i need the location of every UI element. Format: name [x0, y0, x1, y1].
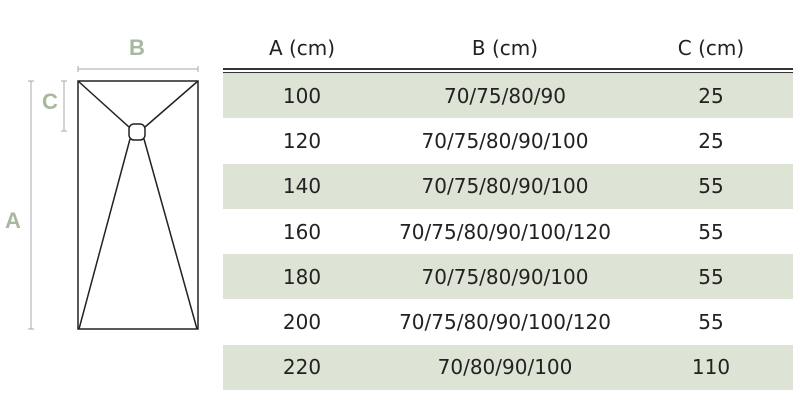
- table-row: 220 70/80/90/100 110: [223, 344, 793, 391]
- label-c: C: [42, 89, 58, 114]
- header-rule: [223, 68, 793, 70]
- cell-c: 25: [698, 128, 724, 153]
- cell-b: 70/75/80/90/100: [421, 264, 589, 289]
- label-a: A: [5, 208, 21, 233]
- header-b: B (cm): [471, 36, 539, 60]
- table-row: 120 70/75/80/90/100 25: [223, 118, 793, 163]
- table-row: 160 70/75/80/90/100/120 55: [223, 209, 793, 254]
- cell-a: 100: [282, 83, 322, 108]
- table-row: 180 70/75/80/90/100 55: [223, 254, 793, 300]
- cell-c: 55: [698, 264, 724, 289]
- tray-outline: [77, 80, 199, 330]
- cell-c: 55: [698, 174, 724, 199]
- cell-c: 25: [698, 83, 724, 108]
- table-row: 200 70/75/80/90/100/120 55: [223, 299, 793, 344]
- dimension-lines: [28, 66, 199, 330]
- cell-b: 70/75/80/90: [443, 83, 566, 108]
- cell-a: 220: [282, 355, 322, 380]
- label-b: B: [129, 35, 145, 60]
- cell-b: 70/75/80/90/100/120: [399, 219, 611, 244]
- table-body: 100 70/75/80/90 25 120 70/75/80/90/100 25 140 7…: [223, 73, 793, 391]
- cell-a: 200: [282, 310, 322, 335]
- shower-tray-diagram: B A C: [5, 35, 199, 330]
- cell-c: 55: [698, 219, 724, 244]
- cell-a: 160: [282, 219, 322, 244]
- table-row: 140 70/75/80/90/100 55: [223, 163, 793, 209]
- drain-icon: [128, 123, 146, 141]
- cell-b: 70/75/80/90/100: [421, 128, 589, 153]
- dimensions-table: A (cm) B (cm) C (cm) 100 70/75/80/90 25 120…: [223, 30, 793, 391]
- header-a: A (cm): [268, 36, 336, 60]
- cell-b: 70/80/90/100: [437, 355, 573, 380]
- cell-b: 70/75/80/90/100: [421, 174, 589, 199]
- cell-a: 120: [282, 128, 322, 153]
- cell-c: 55: [698, 310, 724, 335]
- cell-a: 140: [282, 174, 322, 199]
- header-rule-thin: [223, 72, 793, 73]
- table-header: A (cm) B (cm) C (cm): [223, 30, 793, 66]
- table-row: 100 70/75/80/90 25: [223, 73, 793, 119]
- cell-b: 70/75/80/90/100/120: [399, 310, 611, 335]
- header-c: C (cm): [677, 36, 745, 60]
- cell-c: 110: [691, 355, 731, 380]
- cell-a: 180: [282, 264, 322, 289]
